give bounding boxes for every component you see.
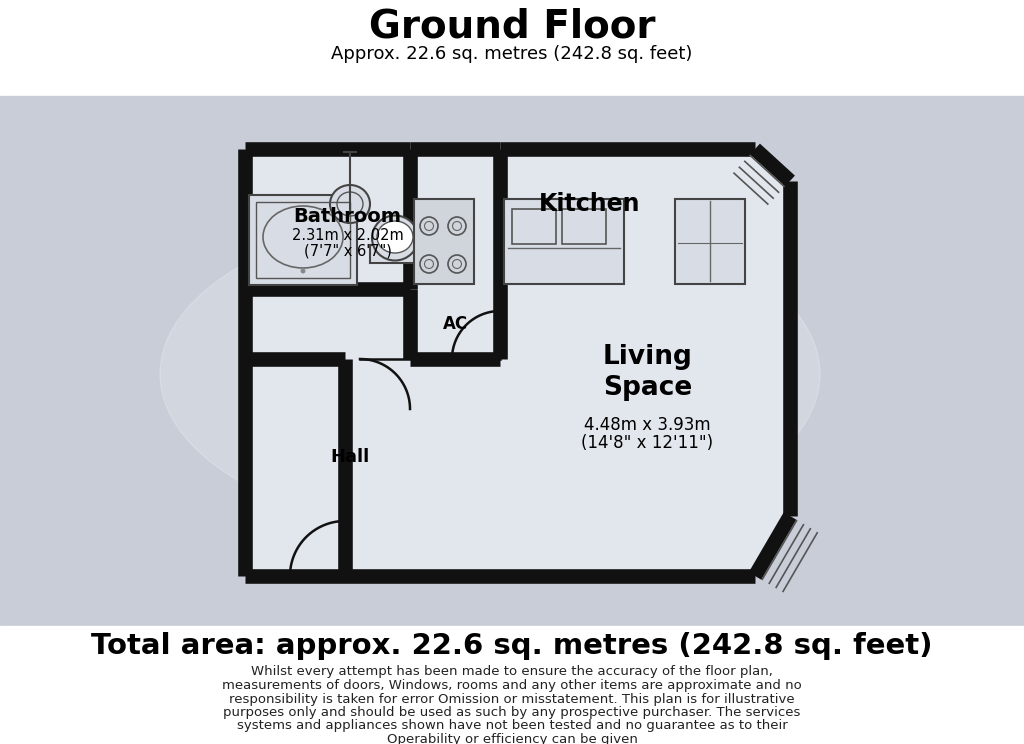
Text: RESIDENTIAL SALES & LETTINGS AGENCY: RESIDENTIAL SALES & LETTINGS AGENCY [264,466,716,486]
Ellipse shape [330,185,370,223]
Text: Kitchen: Kitchen [540,192,641,216]
Text: 4.48m x 3.93m: 4.48m x 3.93m [584,417,711,434]
Bar [0,626,1024,744]
Text: 2.31m x 2.02m: 2.31m x 2.02m [292,228,403,243]
Bar [675,199,745,284]
Text: Whilst every attempt has been made to ensure the accuracy of the floor plan,: Whilst every attempt has been made to en… [251,665,773,679]
Text: Living
Space: Living Space [602,344,692,401]
Ellipse shape [372,216,418,260]
Text: responsibility is taken for error Omission or misstatement. This plan is for ill: responsibility is taken for error Omissi… [229,693,795,705]
Bar [0,0,1024,99]
Bar [249,195,357,285]
Text: Bathroom: Bathroom [294,208,401,226]
Bar [256,202,350,278]
Text: Operability or efficiency can be given: Operability or efficiency can be given [387,733,637,744]
Ellipse shape [160,209,820,539]
Text: Approx. 22.6 sq. metres (242.8 sq. feet): Approx. 22.6 sq. metres (242.8 sq. feet) [332,45,692,63]
Bar [562,209,606,244]
Text: purposes only and should be used as such by any prospective purchaser. The servi: purposes only and should be used as such… [223,706,801,719]
Polygon shape [245,149,790,576]
Text: Ground Floor: Ground Floor [369,7,655,45]
Bar [414,199,474,284]
Text: Total area: approx. 22.6 sq. metres (242.8 sq. feet): Total area: approx. 22.6 sq. metres (242… [91,632,933,660]
Text: measurements of doors, Windows, rooms and any other items are approximate and no: measurements of doors, Windows, rooms an… [222,679,802,692]
Bar [370,245,420,263]
Text: Clarkes: Clarkes [246,289,735,403]
Ellipse shape [377,221,413,253]
Text: (14'8" x 12'11"): (14'8" x 12'11") [582,434,714,452]
Text: AC: AC [442,315,468,333]
Bar [0,96,1024,626]
Text: (7'7" x 6'7"): (7'7" x 6'7") [303,243,391,258]
Bar [504,199,624,284]
Ellipse shape [300,269,305,274]
Bar [512,209,556,244]
Text: systems and appliances shown have not been tested and no guarantee as to their: systems and appliances shown have not be… [237,719,787,733]
Text: Hall: Hall [331,449,370,466]
